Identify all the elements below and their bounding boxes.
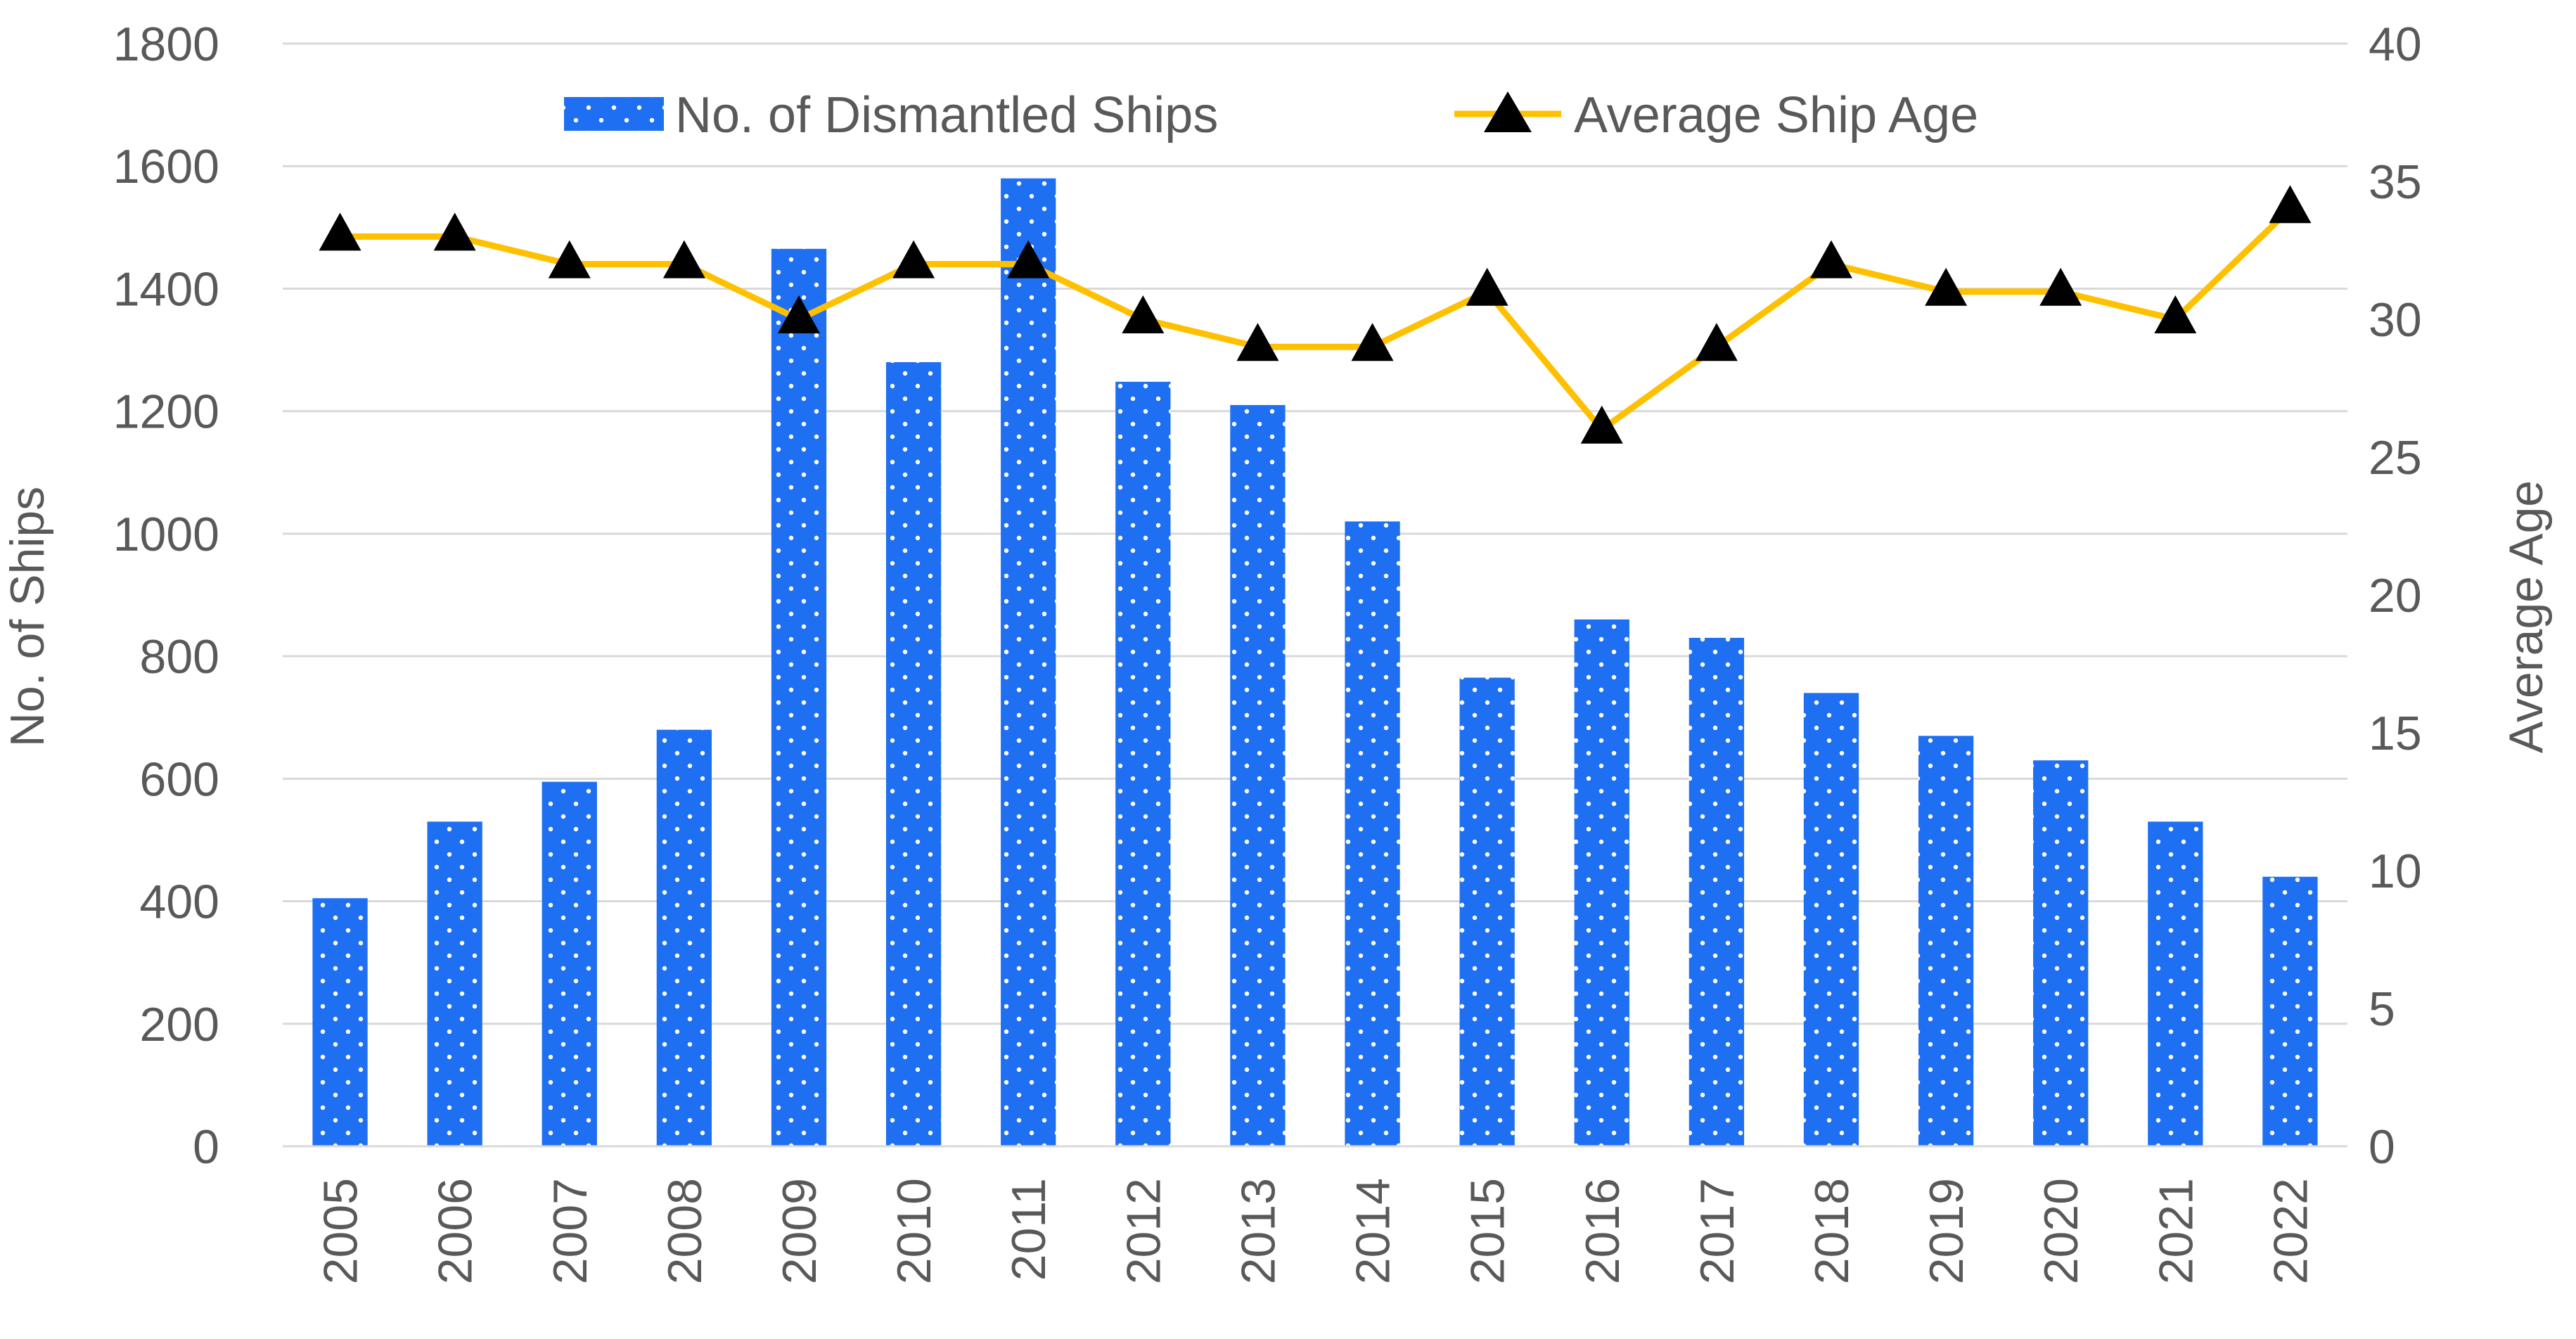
x-tick-label: 2020 xyxy=(2034,1178,2088,1284)
line-point-marker xyxy=(1351,323,1394,361)
line-point-marker xyxy=(1695,323,1738,361)
y-tick-label: 600 xyxy=(140,752,219,806)
legend-bar-swatch xyxy=(564,97,664,131)
gridlines xyxy=(283,42,2347,1148)
line-point-marker xyxy=(1236,323,1279,361)
line-point-marker xyxy=(2269,185,2312,224)
bar xyxy=(1115,381,1171,1147)
y2-tick-label: 35 xyxy=(2369,155,2422,209)
bar xyxy=(2148,821,2203,1146)
bar xyxy=(1001,178,1056,1147)
bar xyxy=(656,729,712,1146)
right-axis: 0 5 10 15 20 25 30 35 40 xyxy=(2369,18,2422,1174)
x-tick-label: 2022 xyxy=(2264,1178,2317,1284)
x-tick-label: 2015 xyxy=(1461,1178,1515,1284)
x-tick-label: 2008 xyxy=(658,1178,712,1284)
bar xyxy=(1459,677,1515,1146)
x-tick-label: 2016 xyxy=(1576,1178,1629,1284)
line-point-marker xyxy=(548,240,591,278)
bar xyxy=(542,781,597,1146)
bar xyxy=(2033,760,2089,1146)
y-tick-label: 1400 xyxy=(113,262,219,316)
line-point-marker xyxy=(1810,240,1852,278)
line-point-marker xyxy=(2039,267,2082,306)
x-tick-label: 2017 xyxy=(1691,1178,1744,1284)
legend-bar-label: No. of Dismantled Ships xyxy=(675,87,1218,143)
line-point-marker xyxy=(1925,267,1968,306)
y2-tick-label: 0 xyxy=(2369,1120,2395,1174)
x-tick-label: 2005 xyxy=(314,1178,368,1284)
x-tick-label: 2007 xyxy=(544,1178,597,1284)
x-tick-label: 2019 xyxy=(1920,1178,1973,1284)
legend-triangle-marker-icon xyxy=(1484,91,1532,132)
y-axis-title: No. of Ships xyxy=(1,487,54,747)
x-tick-label: 2018 xyxy=(1805,1178,1859,1284)
bar xyxy=(427,821,482,1146)
line-point-marker xyxy=(662,240,705,278)
y-tick-label: 400 xyxy=(140,876,219,929)
bar-series xyxy=(312,178,2318,1147)
legend: No. of Dismantled Ships Average Ship Age xyxy=(564,87,1978,143)
legend-line-label: Average Ship Age xyxy=(1574,87,1978,143)
left-axis: 0 200 400 600 800 1000 1200 1400 1600 1800 xyxy=(113,18,219,1174)
y-tick-label: 800 xyxy=(140,630,219,684)
bar xyxy=(312,898,368,1146)
x-tick-label: 2006 xyxy=(429,1178,482,1284)
y2-tick-label: 25 xyxy=(2369,431,2422,485)
y-tick-label: 1800 xyxy=(113,18,219,71)
line-point-marker xyxy=(433,212,476,251)
line-point-marker xyxy=(1122,295,1165,333)
line-point-marker xyxy=(1580,405,1623,444)
bar xyxy=(2262,876,2318,1146)
y-tick-label: 200 xyxy=(140,998,219,1051)
x-tick-label: 2011 xyxy=(1002,1178,1056,1281)
line-point-marker xyxy=(892,240,935,278)
bar xyxy=(885,361,942,1146)
y2-tick-label: 5 xyxy=(2369,982,2395,1036)
line-point-marker xyxy=(778,295,820,333)
x-tick-label: 2009 xyxy=(773,1178,826,1284)
y2-tick-label: 20 xyxy=(2369,569,2422,622)
series-line xyxy=(340,206,2293,433)
y2-axis-title: Average Age xyxy=(2499,480,2553,753)
bar xyxy=(1803,693,1859,1146)
y2-tick-label: 40 xyxy=(2369,18,2422,71)
y-tick-label: 0 xyxy=(193,1120,219,1174)
line-point-marker xyxy=(1007,240,1050,278)
bar xyxy=(1345,521,1400,1146)
y2-tick-label: 30 xyxy=(2369,293,2422,347)
bar xyxy=(1574,619,1629,1146)
x-tick-label: 2014 xyxy=(1347,1178,1400,1284)
x-tick-label: 2013 xyxy=(1231,1178,1285,1284)
x-tick-label: 2010 xyxy=(887,1178,941,1284)
x-tick-label: 2021 xyxy=(2149,1178,2203,1284)
bar xyxy=(1230,404,1286,1146)
line-point-marker xyxy=(1466,267,1508,306)
bar xyxy=(1689,637,1745,1146)
x-axis: 2005 2006 2007 2008 2009 2010 2011 2012 2013 2014… xyxy=(283,1145,2347,1284)
y2-tick-label: 10 xyxy=(2369,845,2422,898)
y-tick-label: 1200 xyxy=(113,385,219,439)
y2-tick-label: 15 xyxy=(2369,707,2422,760)
y-tick-label: 1000 xyxy=(113,508,219,561)
y-tick-label: 1600 xyxy=(113,140,219,193)
bar xyxy=(1918,736,1974,1146)
line-series xyxy=(319,185,2312,444)
bar xyxy=(771,248,827,1146)
x-tick-label: 2012 xyxy=(1117,1178,1170,1284)
line-point-marker xyxy=(319,212,361,251)
line-point-marker xyxy=(2154,295,2197,333)
